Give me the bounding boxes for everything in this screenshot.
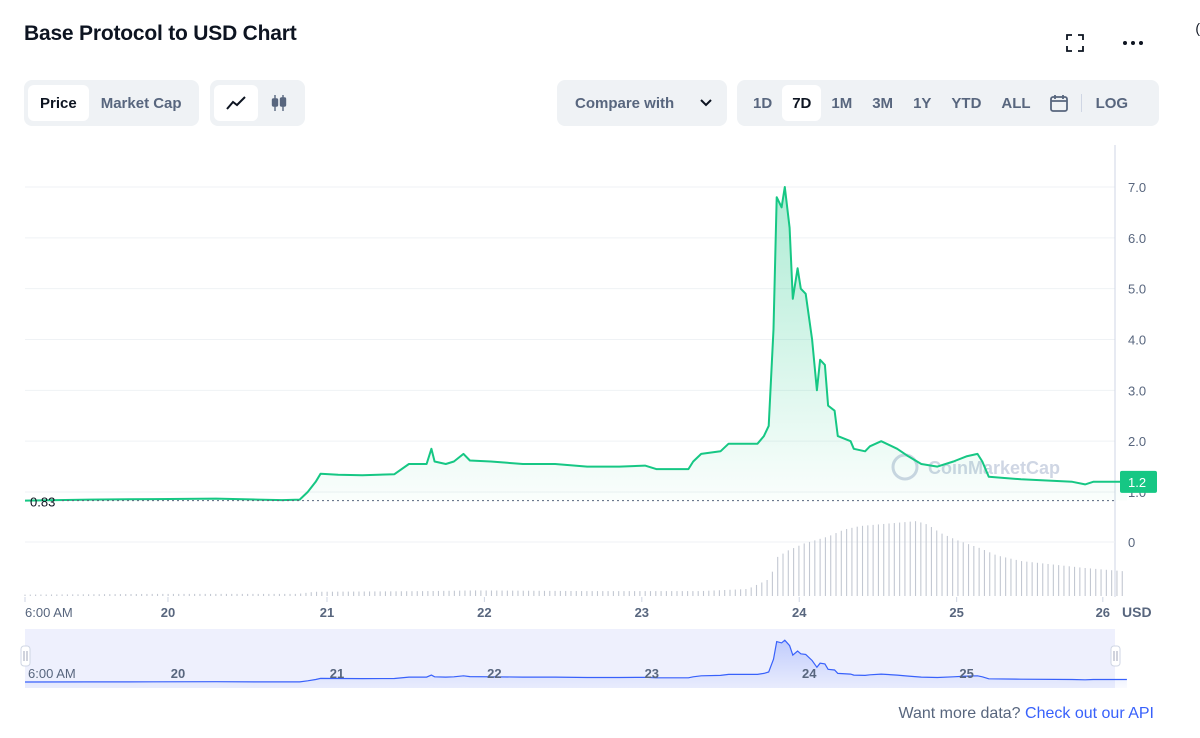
line-chart-button[interactable] (214, 85, 258, 121)
api-link[interactable]: Check out our API (1025, 705, 1154, 722)
volume-zero-label: 0 (1128, 535, 1135, 550)
x-tick-label: 21 (320, 605, 334, 620)
navigator-tick-label: 24 (802, 666, 817, 681)
navigator-area (25, 640, 1127, 688)
y-tick-label: 5.0 (1128, 282, 1146, 297)
navigator-tick-label: 25 (959, 666, 973, 681)
compare-label: Compare with (575, 94, 675, 112)
metric-toggle: Price Market Cap (24, 80, 199, 126)
currency-label: USD (1122, 604, 1152, 620)
price-chart[interactable]: 7.06.05.04.03.02.01.00CoinMarketCap0.831… (0, 140, 1200, 700)
navigator-handle-left[interactable] (20, 645, 31, 667)
api-promo-text: Want more data? (898, 705, 1021, 722)
range-selector: 1D 7D 1M 3M 1Y YTD ALL LOG (737, 80, 1159, 126)
chart-title: Base Protocol to USD Chart (24, 22, 297, 45)
tab-price[interactable]: Price (28, 85, 89, 121)
log-toggle[interactable]: LOG (1095, 94, 1129, 112)
navigator-line (24, 639, 1127, 683)
navigator-tick-label: 21 (330, 666, 344, 681)
chart-type-toggle (210, 80, 305, 126)
navigator-handle-right[interactable] (1110, 645, 1121, 667)
current-price-label: 1.2 (1128, 475, 1146, 490)
x-tick-label: 22 (477, 605, 491, 620)
range-3m[interactable]: 3M (872, 94, 894, 112)
open-price-label: 0.83 (30, 495, 55, 510)
fullscreen-icon[interactable] (1064, 32, 1086, 54)
range-1m[interactable]: 1M (831, 94, 853, 112)
price-area (25, 187, 1127, 501)
x-tick-label: 26 (1096, 605, 1110, 620)
range-1d[interactable]: 1D (753, 94, 773, 112)
y-tick-label: 6.0 (1128, 231, 1146, 246)
y-tick-label: 7.0 (1128, 180, 1146, 195)
range-divider (1080, 94, 1082, 112)
x-tick-label: 20 (161, 605, 175, 620)
calendar-button[interactable] (1041, 85, 1077, 121)
navigator-tick-label: 20 (171, 666, 185, 681)
line-chart-icon (225, 96, 246, 110)
x-tick-label: 24 (792, 605, 807, 620)
compare-dropdown[interactable]: Compare with (557, 80, 727, 126)
api-promo: Want more data? Check out our API (898, 705, 1154, 723)
range-all[interactable]: ALL (1001, 94, 1031, 112)
range-ytd[interactable]: YTD (951, 94, 982, 112)
y-tick-label: 2.0 (1128, 434, 1146, 449)
y-tick-label: 3.0 (1128, 383, 1146, 398)
navigator-tick-label: 6:00 AM (28, 666, 76, 681)
x-tick-label: 6:00 AM (25, 605, 73, 620)
range-7d[interactable]: 7D (782, 85, 822, 121)
calendar-icon (1049, 95, 1068, 112)
candlestick-button[interactable] (258, 85, 302, 121)
navigator-tick-label: 23 (645, 666, 659, 681)
candlestick-icon (272, 95, 287, 111)
navigator-tick-label: 22 (487, 666, 501, 681)
range-1y[interactable]: 1Y (913, 94, 932, 112)
current-price-badge (1120, 470, 1157, 493)
more-options-icon[interactable] (1122, 32, 1144, 54)
x-tick-label: 23 (635, 605, 649, 620)
chevron-down-icon (700, 99, 712, 107)
tab-market-cap[interactable]: Market Cap (100, 94, 182, 112)
edge-fragment: ( (1195, 20, 1200, 36)
price-series-line[interactable] (24, 186, 1127, 502)
x-tick-label: 25 (949, 605, 963, 620)
y-tick-label: 4.0 (1128, 333, 1146, 348)
